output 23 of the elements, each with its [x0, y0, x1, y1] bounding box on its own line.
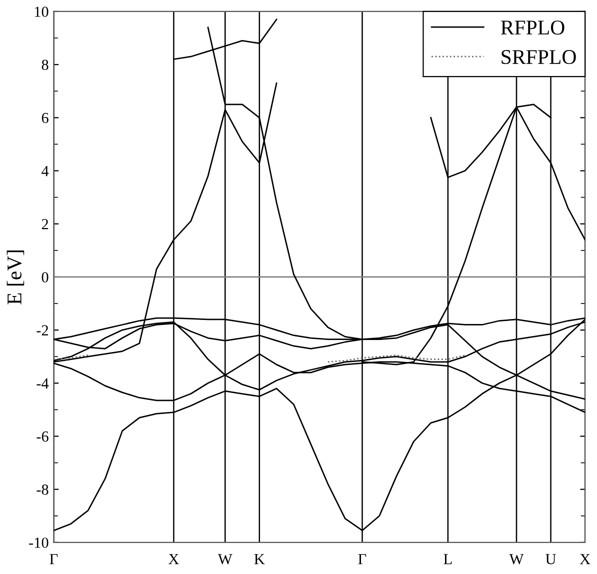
x-tick-label: Γ [50, 554, 58, 564]
x-tick-label: K [254, 554, 265, 564]
y-tick-label: 0 [42, 272, 48, 282]
y-tick-label: 10 [34, 6, 48, 17]
y-tick-label: 6 [42, 112, 48, 124]
x-tick-label: W [509, 554, 524, 564]
x-tick-label: Γ [358, 554, 366, 564]
y-tick-label: 8 [42, 60, 48, 70]
y-tick-label: -6 [36, 431, 48, 442]
legend-label: RFPLO [500, 20, 564, 35]
y-tick-label: -4 [36, 378, 49, 388]
y-tick-label: 2 [42, 219, 48, 230]
y-axis-title: E [eV] [6, 250, 24, 304]
x-tick-label: X [168, 554, 179, 564]
x-tick-label: X [580, 554, 590, 564]
y-tick-label: 4 [42, 166, 49, 176]
x-tick-label: U [546, 554, 556, 564]
y-tick-label: -8 [36, 484, 48, 495]
y-tick-label: -10 [29, 538, 48, 548]
legend-label: SRFPLO [502, 50, 576, 64]
y-tick-label: -2 [36, 325, 48, 336]
x-tick-label: L [444, 554, 452, 564]
x-tick-label: W [218, 554, 232, 564]
